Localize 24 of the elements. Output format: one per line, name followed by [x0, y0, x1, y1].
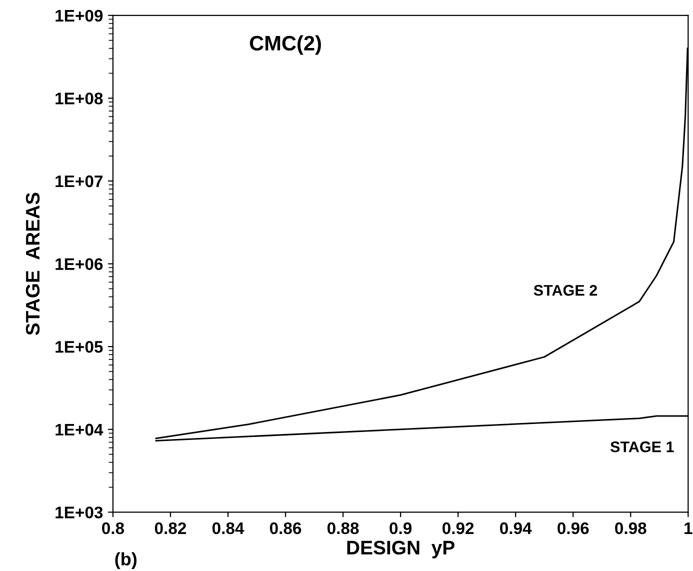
- x-tick-label: 0.9: [390, 522, 412, 534]
- y-tick-label: 1E+08: [56, 92, 103, 104]
- text: CMC(2): [250, 35, 321, 55]
- series-label: STAGE 1: [610, 441, 674, 452]
- y-tick-label: 1E+04: [56, 424, 104, 436]
- series-label: STAGE 2: [534, 284, 597, 296]
- x-tick-label: 0.88: [327, 522, 359, 534]
- x-tick-label: 0.82: [154, 522, 186, 534]
- text: (b): [115, 552, 136, 570]
- y-tick-label: 1E+06: [56, 258, 103, 270]
- y-tick-label: 1E+07: [56, 175, 103, 188]
- x-axis-title: DESIGN yP: [347, 540, 454, 558]
- x-tick-label: 0.8: [102, 522, 124, 534]
- y-tick-label: 1E+03: [56, 506, 103, 518]
- y-tick-label: 1E+05: [56, 341, 103, 353]
- y-axis-title: STAGE AREAS: [26, 192, 40, 336]
- x-tick-label: 0.92: [442, 522, 474, 534]
- x-tick-label: 0.94: [500, 522, 532, 534]
- x-tick-label: 1: [684, 522, 692, 534]
- x-tick-label: 0.96: [558, 522, 589, 534]
- x-tick-label: 0.84: [212, 522, 244, 534]
- x-tick-label: 0.98: [615, 522, 646, 534]
- y-tick-label: 1E+09: [56, 10, 103, 22]
- x-tick-label: 0.86: [270, 522, 302, 534]
